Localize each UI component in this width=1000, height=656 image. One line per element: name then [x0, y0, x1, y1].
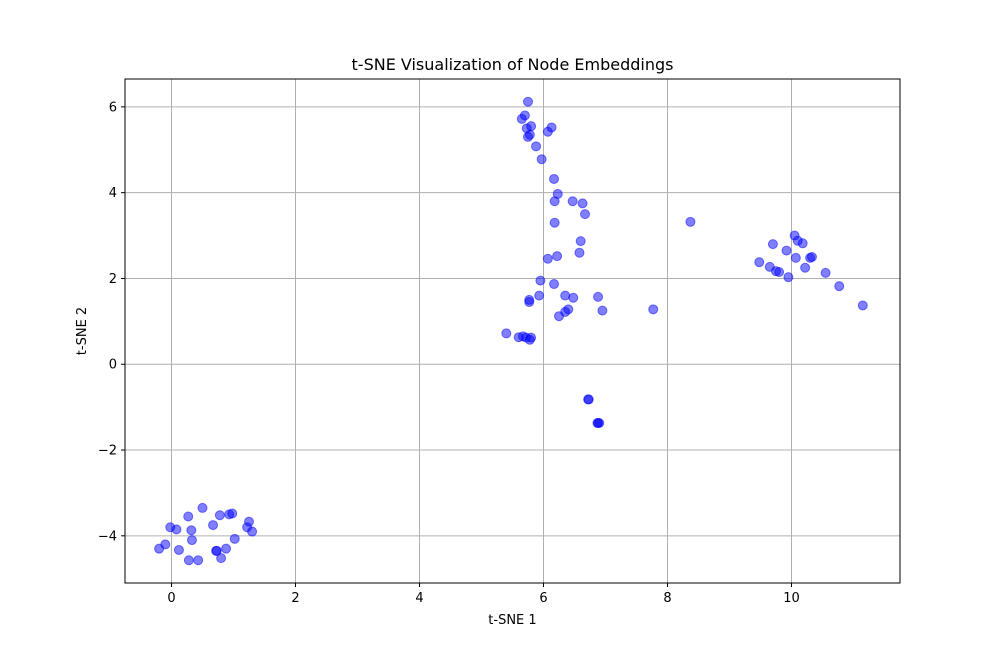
scatter-point [560, 290, 571, 301]
scatter-point [244, 516, 254, 527]
scatter-point [567, 196, 578, 207]
scatter-point [214, 510, 225, 521]
scatter-point [552, 251, 563, 262]
scatter-point [173, 544, 184, 555]
scatter-point [593, 291, 604, 302]
scatter-point [563, 304, 574, 315]
scatter-point [542, 253, 553, 264]
y-tick-label: 2 [109, 272, 117, 287]
scatter-point [186, 525, 197, 536]
scatter-point [648, 304, 659, 315]
scatter-point [580, 209, 591, 220]
scatter-point [549, 173, 560, 184]
scatter-point [208, 520, 219, 531]
scatter-point [806, 252, 817, 263]
scatter-point [216, 553, 227, 564]
scatter-point [247, 526, 258, 537]
scatter-point [186, 535, 197, 546]
x-axis-label: t-SNE 1 [488, 613, 536, 628]
scatter-point [575, 236, 586, 247]
scatter-point [183, 555, 194, 566]
x-tick-label: 2 [291, 591, 299, 606]
y-axis-label: t-SNE 2 [75, 307, 90, 355]
scatter-point [526, 332, 537, 343]
scatter-point [594, 418, 605, 429]
scatter-point [183, 511, 194, 522]
scatter-point [685, 216, 696, 227]
scatter-point [800, 262, 811, 273]
scatter-point [797, 238, 808, 249]
scatter-point [526, 121, 537, 132]
scatter-point [857, 300, 868, 311]
y-tick-label: −2 [98, 444, 117, 459]
scatter-point [501, 328, 512, 339]
scatter-point [523, 96, 533, 107]
scatter-point [546, 122, 557, 133]
scatter-point [524, 294, 535, 305]
y-tick-label: 0 [109, 358, 117, 373]
scatter-point [227, 508, 238, 519]
scatter-point [211, 545, 222, 556]
scatter-point [197, 502, 208, 513]
scatter-point [754, 257, 765, 268]
plot-frame [124, 78, 901, 584]
scatter-point [774, 267, 785, 278]
scatter-point [597, 305, 608, 316]
scatter-point [160, 539, 171, 550]
y-tick-label: 6 [109, 100, 117, 115]
scatter-point [221, 543, 232, 554]
scatter-point [834, 281, 845, 292]
data-points [154, 96, 868, 566]
scatter-point [229, 533, 240, 544]
x-tick-label: 4 [415, 591, 423, 606]
scatter-point [193, 555, 204, 566]
y-tick-label: 4 [109, 186, 117, 201]
scatter-point [171, 524, 182, 535]
scatter-point [531, 141, 542, 152]
x-tick-label: 0 [167, 591, 175, 606]
scatter-point [549, 279, 560, 290]
scatter-point [568, 292, 579, 303]
scatter-point [535, 275, 546, 286]
scatter-point [820, 267, 831, 278]
x-tick-label: 10 [783, 591, 800, 606]
scatter-point [552, 188, 563, 199]
scatter-point [583, 394, 594, 405]
scatter-point [574, 247, 585, 258]
chart-title: t-SNE Visualization of Node Embeddings [352, 55, 674, 74]
x-tick-label: 8 [663, 591, 671, 606]
scatter-point [534, 290, 545, 301]
scatter-point [549, 217, 560, 228]
scatter-point [790, 252, 801, 263]
y-tick-label: −4 [98, 529, 117, 544]
scatter-point [519, 110, 530, 121]
scatter-point [781, 245, 792, 256]
x-tick-label: 6 [539, 591, 547, 606]
scatter-point [767, 239, 778, 250]
scatter-point [577, 198, 588, 209]
scatter-point [783, 272, 794, 283]
axis-ticks: 0 2 4 6 8 10 −4 −2 0 2 4 6 [98, 100, 800, 606]
scatter-point [524, 129, 535, 140]
scatter-point [536, 154, 547, 165]
